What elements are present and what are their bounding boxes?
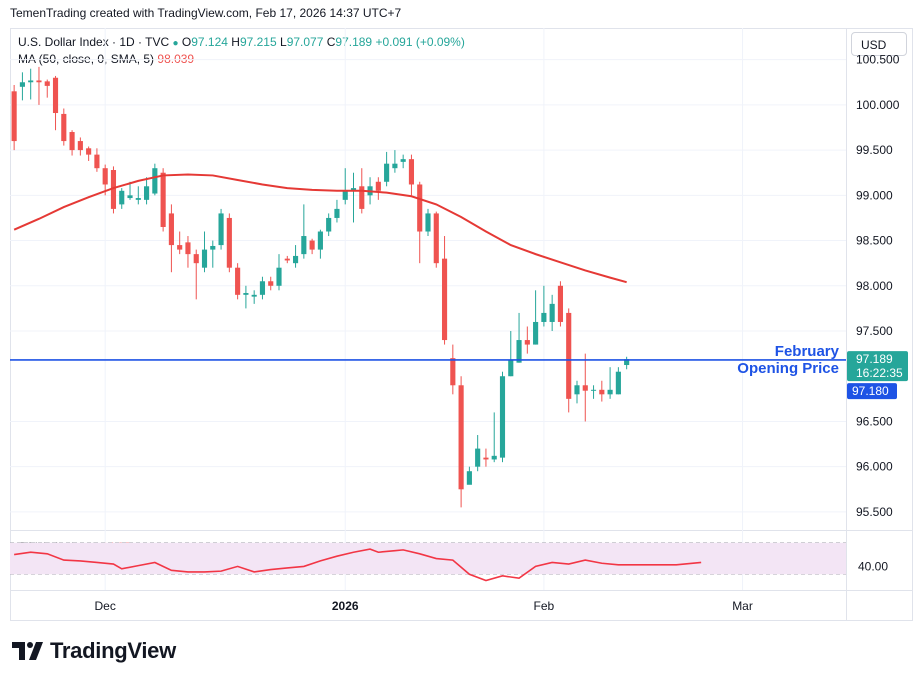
high-label: H [231, 35, 240, 49]
ma-value: 98.039 [157, 52, 195, 66]
open-label: O [181, 35, 192, 49]
ma-legend[interactable]: MA (50, close, 0, SMA, 5) 98.039 [18, 52, 194, 66]
rsi-value: 45.37 [100, 540, 131, 554]
high-value: 97.215 [239, 35, 277, 49]
open-value: 97.124 [191, 35, 228, 49]
pane-divider[interactable] [10, 530, 913, 531]
low-label: L [280, 35, 287, 49]
tradingview-logo-icon [12, 642, 43, 660]
change-value: +0.091 (+0.09%) [375, 35, 465, 49]
close-value: 97.189 [335, 35, 373, 49]
price-scale-divider [846, 28, 847, 621]
ma-label: MA (50, close, 0, SMA, 5) [18, 52, 155, 66]
tradingview-logo-text: TradingView [50, 638, 176, 663]
symbol-legend[interactable]: U.S. Dollar Index · 1D · TVC ● O97.124 H… [18, 35, 465, 49]
close-label: C [326, 35, 336, 49]
low-value: 97.077 [286, 35, 324, 49]
chart-frame [10, 28, 913, 621]
chart-attribution: TemenTrading created with TradingView.co… [10, 6, 402, 20]
currency-button[interactable]: USD [851, 32, 907, 56]
time-axis-divider [10, 590, 913, 591]
symbol-dot-icon: ● [172, 38, 179, 49]
symbol-title: U.S. Dollar Index · 1D · TVC [18, 35, 170, 49]
rsi-legend[interactable]: RSI (14, close) 45.37 [18, 540, 131, 554]
rsi-label: RSI (14, close) [18, 540, 98, 554]
tradingview-logo[interactable]: TradingView [12, 638, 176, 664]
